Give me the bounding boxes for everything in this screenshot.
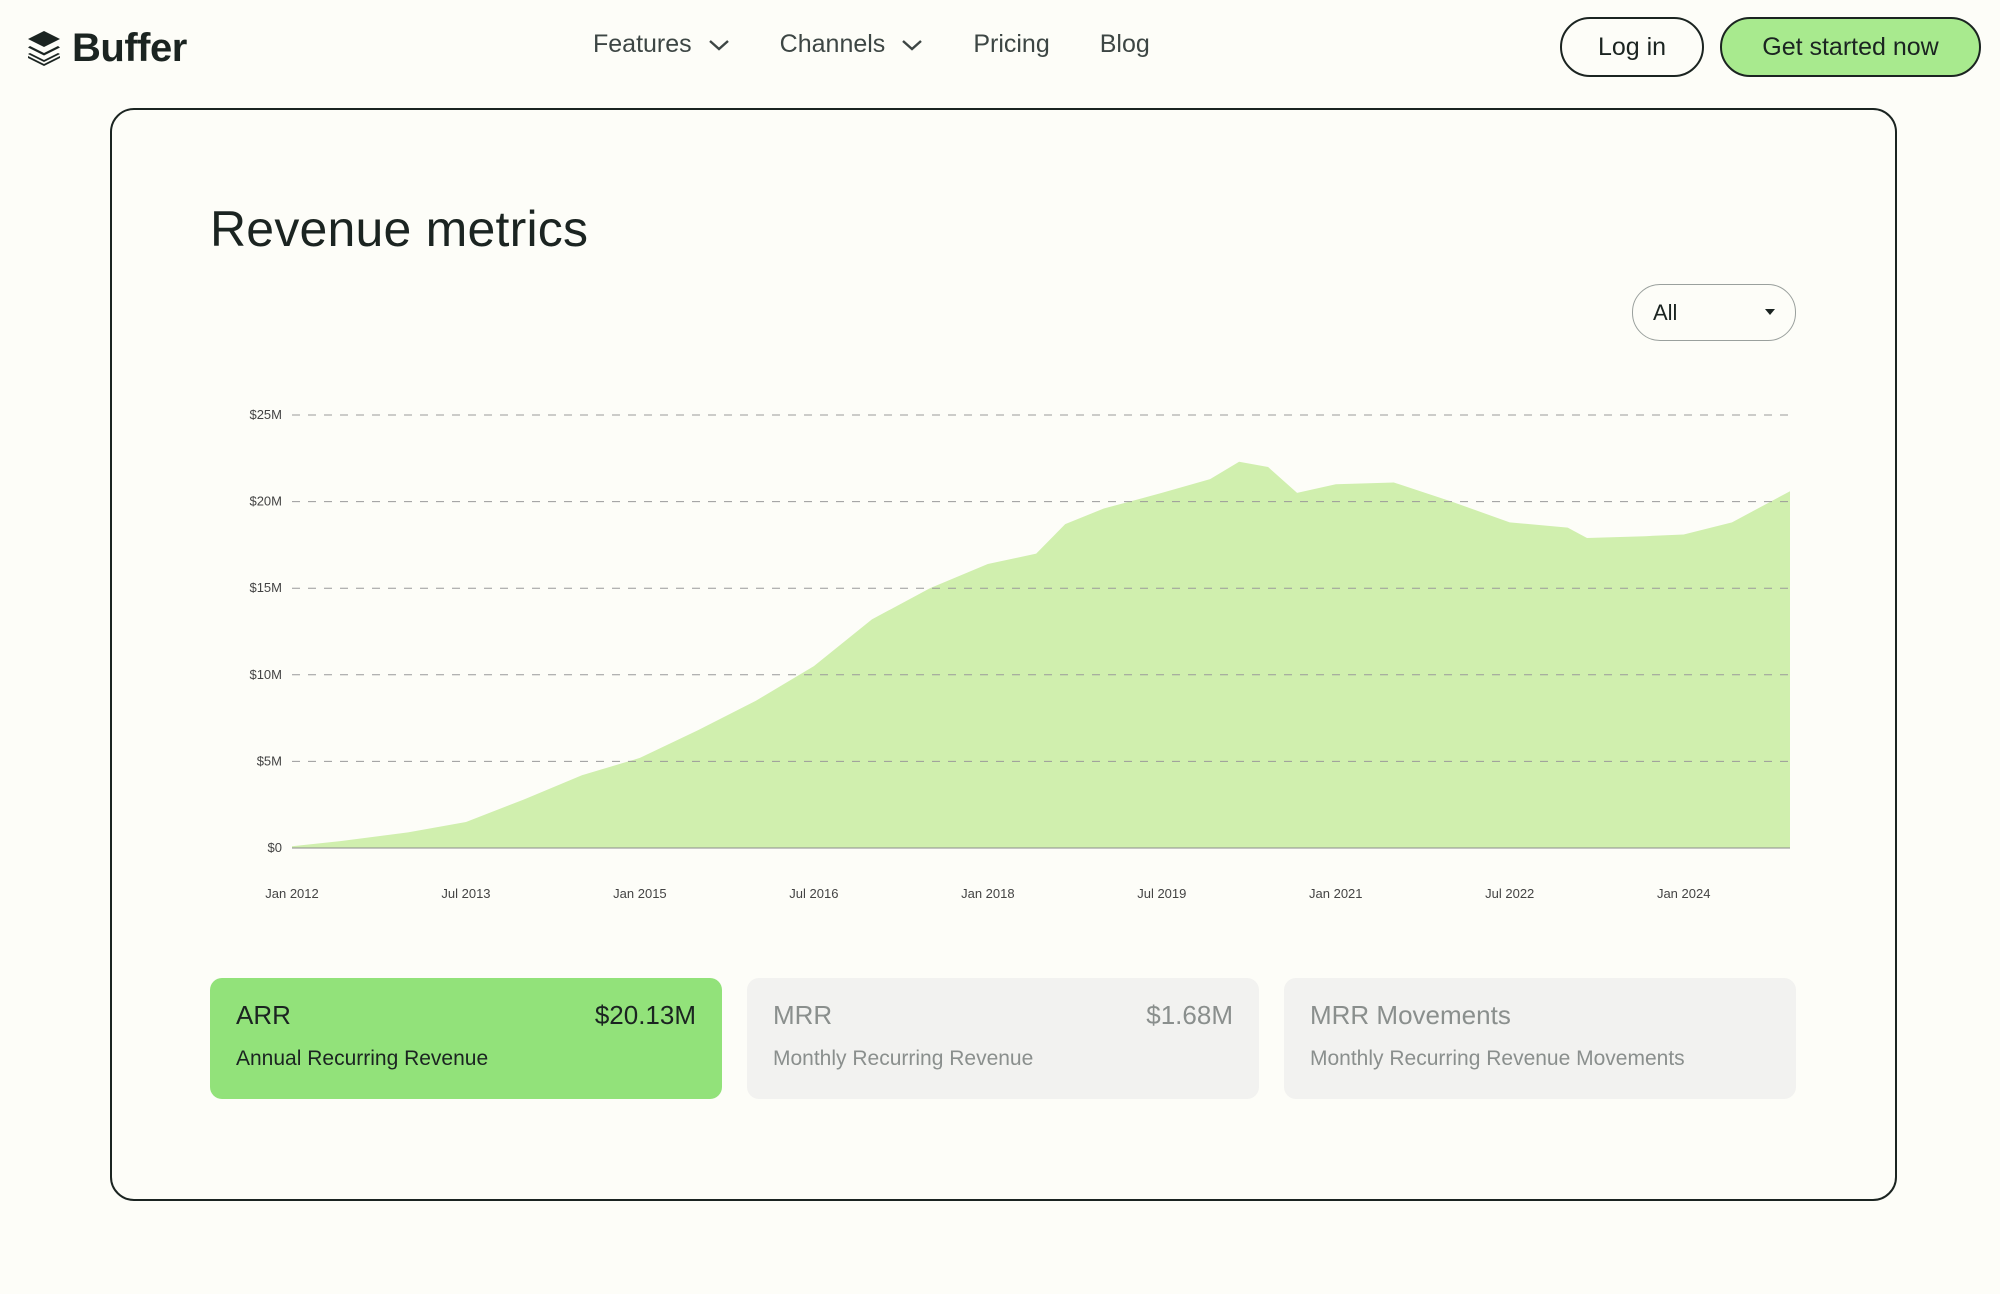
x-tick-label: Jan 2018 (961, 886, 1015, 901)
revenue-area-chart: $0 $5M $10M $15M $20M $25M Jan 2012 Jul 2013 Jan… (249, 407, 1790, 901)
site-header: Buffer Features Channels Pricing Blog Lo… (0, 0, 2000, 96)
metric-name: ARR (236, 1000, 291, 1030)
nav-blog-label: Blog (1099, 30, 1150, 58)
main-nav: Features Channels Pricing Blog (593, 30, 1200, 59)
x-tick-label: Jan 2024 (1657, 886, 1711, 901)
metric-tile-mrr[interactable]: MRR $1.68M Monthly Recurring Revenue (747, 978, 1259, 1099)
nav-pricing-label: Pricing (973, 30, 1050, 58)
metric-description: Annual Recurring Revenue (236, 1047, 489, 1070)
metric-description: Monthly Recurring Revenue Movements (1310, 1047, 1685, 1070)
y-tick-label: $20M (249, 494, 282, 509)
nav-pricing[interactable]: Pricing (973, 30, 1049, 59)
metric-name: MRR (773, 1000, 833, 1030)
metric-tile-header: ARR $20.13M (236, 1000, 696, 1031)
page-title: Revenue metrics (210, 201, 589, 257)
login-button[interactable]: Log in (1560, 17, 1704, 77)
metric-tile-mrr-movements[interactable]: MRR Movements Monthly Recurring Revenue M… (1284, 978, 1796, 1099)
chevron-down-icon (902, 39, 923, 51)
x-tick-label: Jan 2012 (265, 886, 319, 901)
nav-features[interactable]: Features (593, 30, 730, 59)
x-tick-label: Jan 2015 (613, 886, 667, 901)
chevron-down-icon (708, 39, 729, 51)
series-area (292, 461, 1790, 848)
range-select[interactable]: All (1632, 284, 1796, 341)
brand-logo[interactable]: Buffer (26, 26, 187, 71)
y-tick-label: $5M (257, 753, 282, 768)
metric-tile-header: MRR Movements (1310, 1000, 1770, 1031)
metric-description: Monthly Recurring Revenue (773, 1047, 1034, 1070)
x-tick-label: Jul 2016 (789, 886, 838, 901)
metric-value: $20.13M (594, 1000, 696, 1030)
nav-blog[interactable]: Blog (1100, 30, 1150, 59)
caret-down-icon (1765, 309, 1775, 315)
y-tick-label: $10M (249, 667, 282, 682)
x-tick-label: Jul 2022 (1485, 886, 1534, 901)
y-tick-label: $15M (249, 580, 282, 595)
metric-tile-arr[interactable]: ARR $20.13M Annual Recurring Revenue (210, 978, 722, 1099)
x-tick-label: Jul 2019 (1137, 886, 1186, 901)
metric-tile-header: MRR $1.68M (773, 1000, 1233, 1031)
buffer-layers-icon (28, 30, 60, 66)
metric-name: MRR Movements (1310, 1000, 1511, 1030)
get-started-button[interactable]: Get started now (1720, 17, 1981, 77)
x-tick-label: Jul 2013 (441, 886, 490, 901)
range-select-value: All (1653, 299, 1678, 325)
y-tick-label: $25M (249, 407, 282, 422)
nav-channels[interactable]: Channels (780, 30, 924, 59)
brand-name: Buffer (72, 26, 187, 70)
x-tick-label: Jan 2021 (1309, 886, 1363, 901)
y-tick-label: $0 (268, 840, 282, 855)
metric-value: $1.68M (1146, 1000, 1233, 1030)
nav-features-label: Features (593, 30, 692, 58)
nav-channels-label: Channels (779, 30, 886, 58)
